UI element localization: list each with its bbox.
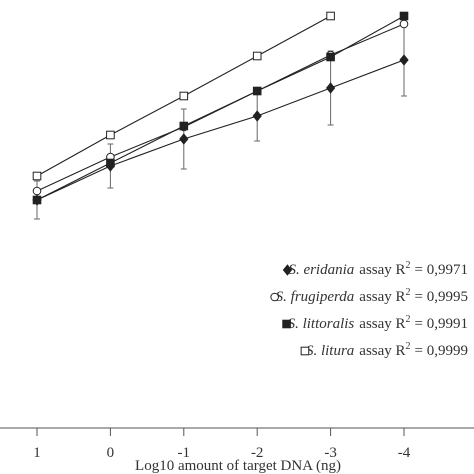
point [32, 195, 42, 205]
x-axis-title: Log10 amount of target DNA (ng) [135, 458, 341, 474]
point [252, 110, 262, 122]
point [106, 130, 115, 140]
legend-name: S. littoralis [288, 316, 355, 332]
legend-text: assay R [359, 289, 405, 305]
point [32, 186, 42, 196]
point [252, 51, 262, 61]
legend-sup: 2 [406, 287, 411, 298]
point [326, 52, 335, 62]
legend-marker [282, 319, 291, 329]
legend-marker [282, 264, 293, 276]
legend-name: S. litura [306, 343, 354, 359]
legend-marker [300, 346, 310, 356]
point [179, 133, 189, 145]
point [399, 54, 409, 66]
legend-label: S. litura assay R2 = 0,9999 [306, 341, 468, 359]
legend-marker [270, 292, 279, 302]
legend-text: = 0,9999 [415, 343, 468, 359]
legend-label: S. frugiperda assay R2 = 0,9995 [276, 287, 468, 305]
legend-marker [270, 292, 279, 302]
point [179, 121, 189, 131]
x-tick-label: -1 [178, 445, 191, 461]
x-tick-label: 0 [107, 445, 115, 461]
point [32, 171, 42, 181]
legend-text: = 0,9971 [415, 262, 468, 278]
legend-text: assay R [359, 316, 405, 332]
legend-text: assay R [359, 262, 405, 278]
legend-name: S. frugiperda [276, 289, 355, 305]
point [252, 86, 262, 96]
x-tick-label: -3 [324, 445, 337, 461]
point [106, 158, 115, 168]
legend-sup: 2 [406, 314, 411, 325]
x-tick-label: -4 [398, 445, 411, 461]
legend-text: = 0,9995 [415, 289, 468, 305]
legend-text: assay R [359, 343, 405, 359]
legend-marker [300, 346, 310, 356]
point [179, 91, 189, 101]
series-line [36, 15, 405, 201]
legend-marker [282, 319, 291, 329]
point [325, 82, 336, 94]
point [326, 11, 335, 21]
point [399, 19, 409, 29]
legend-label: S. eridania assay R2 = 0,9971 [288, 260, 468, 278]
legend-name: S. eridania [288, 262, 354, 278]
x-tick-label: 1 [33, 445, 41, 461]
point [399, 11, 409, 21]
legend-sup: 2 [406, 341, 411, 352]
legend-marker [282, 264, 293, 276]
legend-label: S. littoralis assay R2 = 0,9991 [288, 314, 468, 332]
legend-sup: 2 [406, 260, 411, 271]
legend-text: = 0,9991 [415, 316, 468, 332]
x-tick-label: -2 [251, 445, 264, 461]
series-line [36, 23, 405, 192]
series-line [36, 59, 405, 201]
